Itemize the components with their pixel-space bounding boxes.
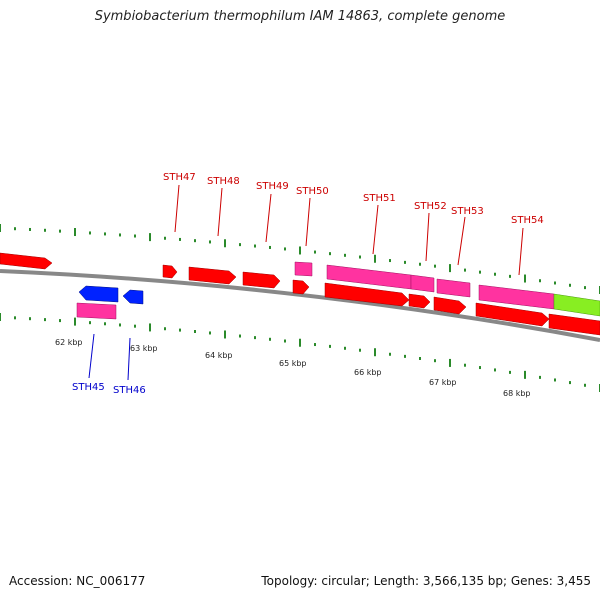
gene-label: STH47 xyxy=(163,172,196,183)
cds-feature xyxy=(242,271,281,289)
cds-feature xyxy=(0,252,53,270)
leader-line xyxy=(217,187,223,237)
gene-label: STH50 xyxy=(296,186,329,197)
cds-feature xyxy=(475,302,550,327)
reverse-gene-labels: STH45 STH46 xyxy=(72,382,146,396)
gene-label: STH48 xyxy=(207,176,240,187)
gene-feature xyxy=(76,302,117,320)
reverse-strand-row xyxy=(76,285,144,320)
leader-line xyxy=(518,227,524,276)
label-leaders xyxy=(88,184,524,381)
topology-text: Topology: circular; Length: 3,566,135 bp… xyxy=(261,574,591,588)
scale-label: 64 kbp xyxy=(205,351,233,360)
accession-text: Accession: NC_006177 xyxy=(9,574,146,588)
forward-strand-row-2 xyxy=(292,279,600,336)
scale-label: 63 kbp xyxy=(130,344,158,353)
cds-feature xyxy=(408,293,431,309)
map-title: Symbiobacterium thermophilum IAM 14863, … xyxy=(94,9,506,24)
cds-feature xyxy=(548,313,600,336)
leader-line xyxy=(88,333,95,379)
cds-feature xyxy=(188,266,237,285)
other-feature xyxy=(553,293,600,317)
leader-line xyxy=(174,184,180,233)
gene-label: STH49 xyxy=(256,181,289,192)
scale-label: 65 kbp xyxy=(279,359,307,368)
leader-line xyxy=(457,216,466,266)
gene-label: STH51 xyxy=(363,193,396,204)
scale-label: 66 kbp xyxy=(354,368,382,377)
leader-line xyxy=(372,204,379,255)
scale-label: 62 kbp xyxy=(55,338,83,347)
cds-feature xyxy=(162,264,178,279)
rna-feature xyxy=(78,285,119,303)
forward-gene-labels: STH47 STH48 STH49 STH50 STH51 STH52 STH5… xyxy=(163,172,544,226)
scale-label: 68 kbp xyxy=(503,389,531,398)
gene-label: STH45 xyxy=(72,382,105,393)
cds-feature xyxy=(433,296,467,315)
cds-feature xyxy=(292,279,310,295)
rna-feature xyxy=(122,289,144,305)
gene-label: STH46 xyxy=(113,385,146,396)
gene-label: STH52 xyxy=(414,201,447,212)
outer-tick-track xyxy=(0,224,600,294)
gene-feature xyxy=(436,278,471,298)
forward-strand-row-1 xyxy=(0,252,600,317)
leader-line xyxy=(425,212,430,262)
gene-label: STH54 xyxy=(511,215,544,226)
gene-feature xyxy=(410,274,435,293)
cds-feature xyxy=(324,282,410,307)
scale-label: 67 kbp xyxy=(429,378,457,387)
leader-line xyxy=(265,193,272,243)
gene-feature xyxy=(294,261,313,277)
leader-line xyxy=(127,337,131,381)
leader-line xyxy=(305,197,311,247)
scale-labels: 62 kbp 63 kbp 64 kbp 65 kbp 66 kbp 67 kb… xyxy=(55,338,531,398)
inner-tick-track xyxy=(0,313,600,392)
gene-label: STH53 xyxy=(451,206,484,217)
genome-backbone xyxy=(0,269,600,342)
